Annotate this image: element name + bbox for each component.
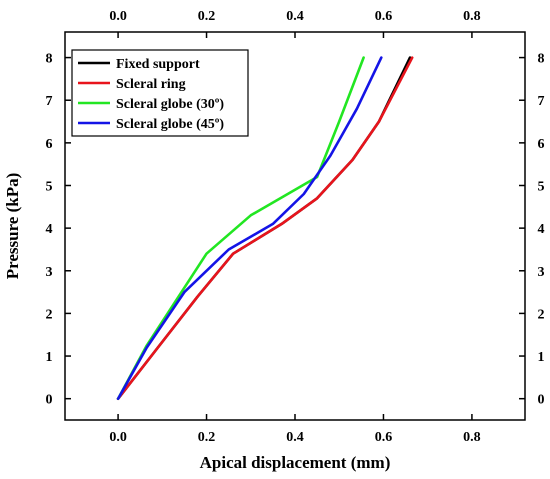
y-tick-label-left: 0 — [46, 393, 53, 408]
series-line-4 — [116, 56, 383, 401]
x-tick-label-bottom: 0.2 — [198, 430, 216, 445]
y-tick-label-left: 6 — [46, 137, 53, 152]
legend-label-3: Scleral globe (30º) — [116, 97, 224, 112]
y-tick-label-right: 8 — [538, 52, 545, 67]
x-tick-label-bottom: 0.8 — [463, 430, 481, 445]
tick-labels-layer: 0.0 0.0 0.2 0.2 0.4 0.4 0.6 0.6 0.8 0.8 0 0 1 1 2 2 3 3 4 4… — [46, 9, 545, 445]
y-tick-label-right: 2 — [538, 307, 545, 322]
y-tick-label-left: 4 — [46, 222, 53, 237]
ticks-layer — [65, 32, 525, 420]
y-tick-label-left: 5 — [46, 179, 53, 194]
x-axis-title: Apical displacement (mm) — [200, 453, 391, 472]
y-tick-label-right: 1 — [538, 350, 545, 365]
y-tick-label-left: 7 — [46, 94, 53, 109]
y-tick-label-left: 2 — [46, 307, 53, 322]
y-tick-label-right: 5 — [538, 179, 545, 194]
y-tick-label-right: 0 — [538, 393, 545, 408]
x-tick-label-bottom: 0.6 — [375, 430, 393, 445]
legend-box — [71, 49, 249, 137]
y-tick-label-right: 6 — [538, 137, 545, 152]
legend-label-4: Scleral globe (45º) — [116, 117, 224, 132]
legend-label-2: Scleral ring — [116, 77, 186, 92]
x-tick-label-top: 0.4 — [286, 9, 304, 24]
y-axis-title: Pressure (kPa) — [3, 173, 22, 280]
y-tick-label-right: 7 — [538, 94, 545, 109]
y-tick-label-right: 3 — [538, 265, 545, 280]
x-tick-label-bottom: 0.4 — [286, 430, 304, 445]
series-layer — [116, 56, 414, 401]
x-tick-label-top: 0.2 — [198, 9, 216, 24]
y-tick-label-right: 4 — [538, 222, 545, 237]
y-tick-label-left: 1 — [46, 350, 53, 365]
y-tick-label-left: 3 — [46, 265, 53, 280]
x-tick-label-bottom: 0.0 — [109, 430, 127, 445]
x-tick-label-top: 0.8 — [463, 9, 481, 24]
series-line-2 — [116, 56, 414, 401]
y-tick-label-left: 8 — [46, 52, 53, 67]
x-tick-label-top: 0.6 — [375, 9, 393, 24]
legend: Fixed support Scleral ring Scleral globe (… — [71, 49, 249, 137]
x-tick-label-top: 0.0 — [109, 9, 127, 24]
legend-label-1: Fixed support — [116, 57, 200, 72]
